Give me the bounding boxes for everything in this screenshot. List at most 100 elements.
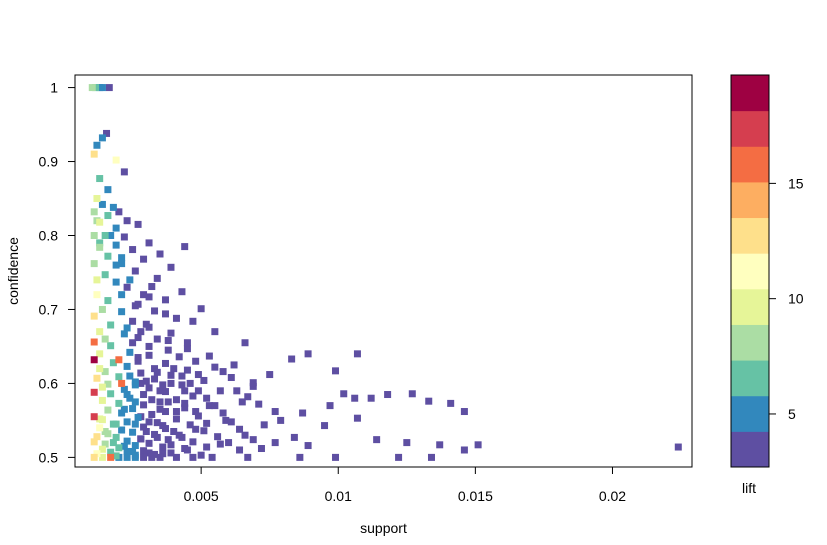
data-point <box>159 450 167 458</box>
data-point <box>447 399 455 407</box>
data-point <box>109 203 117 211</box>
data-point <box>140 447 148 455</box>
data-point <box>178 288 186 296</box>
data-point <box>189 392 197 400</box>
data-point <box>436 441 444 449</box>
data-point <box>131 398 139 406</box>
data-point <box>395 453 403 461</box>
data-point <box>98 416 106 424</box>
data-point <box>145 293 153 301</box>
data-point <box>172 396 180 404</box>
y-axis: 0.5 0.6 0.7 0.8 0.9 1 <box>39 80 76 465</box>
data-point <box>244 393 252 401</box>
data-point <box>194 371 202 379</box>
data-point <box>104 380 112 388</box>
data-point <box>123 437 131 445</box>
data-point <box>104 297 112 305</box>
data-point <box>93 195 101 203</box>
x-axis: 0.005 0.01 0.015 0.02 <box>184 466 626 504</box>
data-point <box>107 342 115 350</box>
data-point <box>172 415 180 423</box>
data-point <box>178 433 186 441</box>
data-point <box>408 390 416 398</box>
data-point <box>403 439 411 447</box>
data-point <box>167 379 175 387</box>
data-point <box>183 366 191 374</box>
data-point <box>326 402 334 410</box>
data-point <box>90 208 98 216</box>
data-point <box>241 339 249 347</box>
data-point <box>120 330 128 338</box>
data-point <box>88 84 96 92</box>
data-point <box>96 239 104 247</box>
data-point <box>93 450 101 458</box>
data-point <box>140 291 148 299</box>
data-point <box>118 291 126 299</box>
data-point <box>93 141 101 149</box>
data-point <box>134 220 142 228</box>
data-point <box>257 445 265 453</box>
data-point <box>123 283 131 291</box>
data-point <box>98 453 106 461</box>
data-point <box>153 335 161 343</box>
data-point <box>112 224 120 232</box>
data-point <box>203 394 211 402</box>
data-point <box>115 399 123 407</box>
data-point <box>107 453 115 461</box>
data-point <box>104 212 112 220</box>
data-point <box>161 359 169 367</box>
data-point <box>140 423 148 431</box>
x-tick-label: 0.005 <box>184 488 219 504</box>
data-point <box>192 408 200 416</box>
data-point <box>118 308 126 316</box>
data-point <box>120 405 128 413</box>
data-point <box>96 424 104 432</box>
data-point <box>167 263 175 271</box>
data-point <box>123 391 131 399</box>
data-point <box>183 345 191 353</box>
data-point <box>178 372 186 380</box>
data-point <box>96 218 104 226</box>
legend-color-band <box>731 146 769 183</box>
data-point <box>129 317 137 325</box>
data-point <box>134 413 142 421</box>
data-point <box>123 362 131 370</box>
data-point <box>112 241 120 249</box>
data-point <box>373 436 381 444</box>
data-point <box>103 129 111 137</box>
data-point <box>151 430 159 438</box>
data-point <box>131 442 139 450</box>
data-point <box>129 447 137 455</box>
data-point <box>321 422 329 430</box>
data-point <box>474 441 482 449</box>
data-point <box>148 453 156 461</box>
data-point <box>290 433 298 441</box>
data-point <box>90 150 98 158</box>
data-point <box>161 296 169 304</box>
legend-color-band <box>731 288 769 325</box>
data-point <box>90 413 98 421</box>
data-point <box>351 394 359 402</box>
data-point <box>153 274 161 282</box>
data-point <box>126 394 134 402</box>
data-point <box>200 376 208 384</box>
data-point <box>148 396 156 404</box>
data-point <box>93 291 101 299</box>
data-point <box>101 231 109 239</box>
legend-color-band <box>731 324 769 361</box>
data-point <box>123 447 131 455</box>
data-point <box>460 408 468 416</box>
data-point <box>172 408 180 416</box>
y-tick-label: 0.7 <box>39 301 59 317</box>
data-point <box>266 371 274 379</box>
data-point <box>211 402 219 410</box>
data-point <box>145 449 153 457</box>
data-point <box>115 444 123 452</box>
data-point <box>145 418 153 426</box>
data-point <box>140 391 148 399</box>
data-point <box>164 337 172 345</box>
data-point <box>93 374 101 382</box>
data-point <box>277 416 285 424</box>
legend-color-bands <box>731 75 769 468</box>
data-point <box>205 352 213 360</box>
